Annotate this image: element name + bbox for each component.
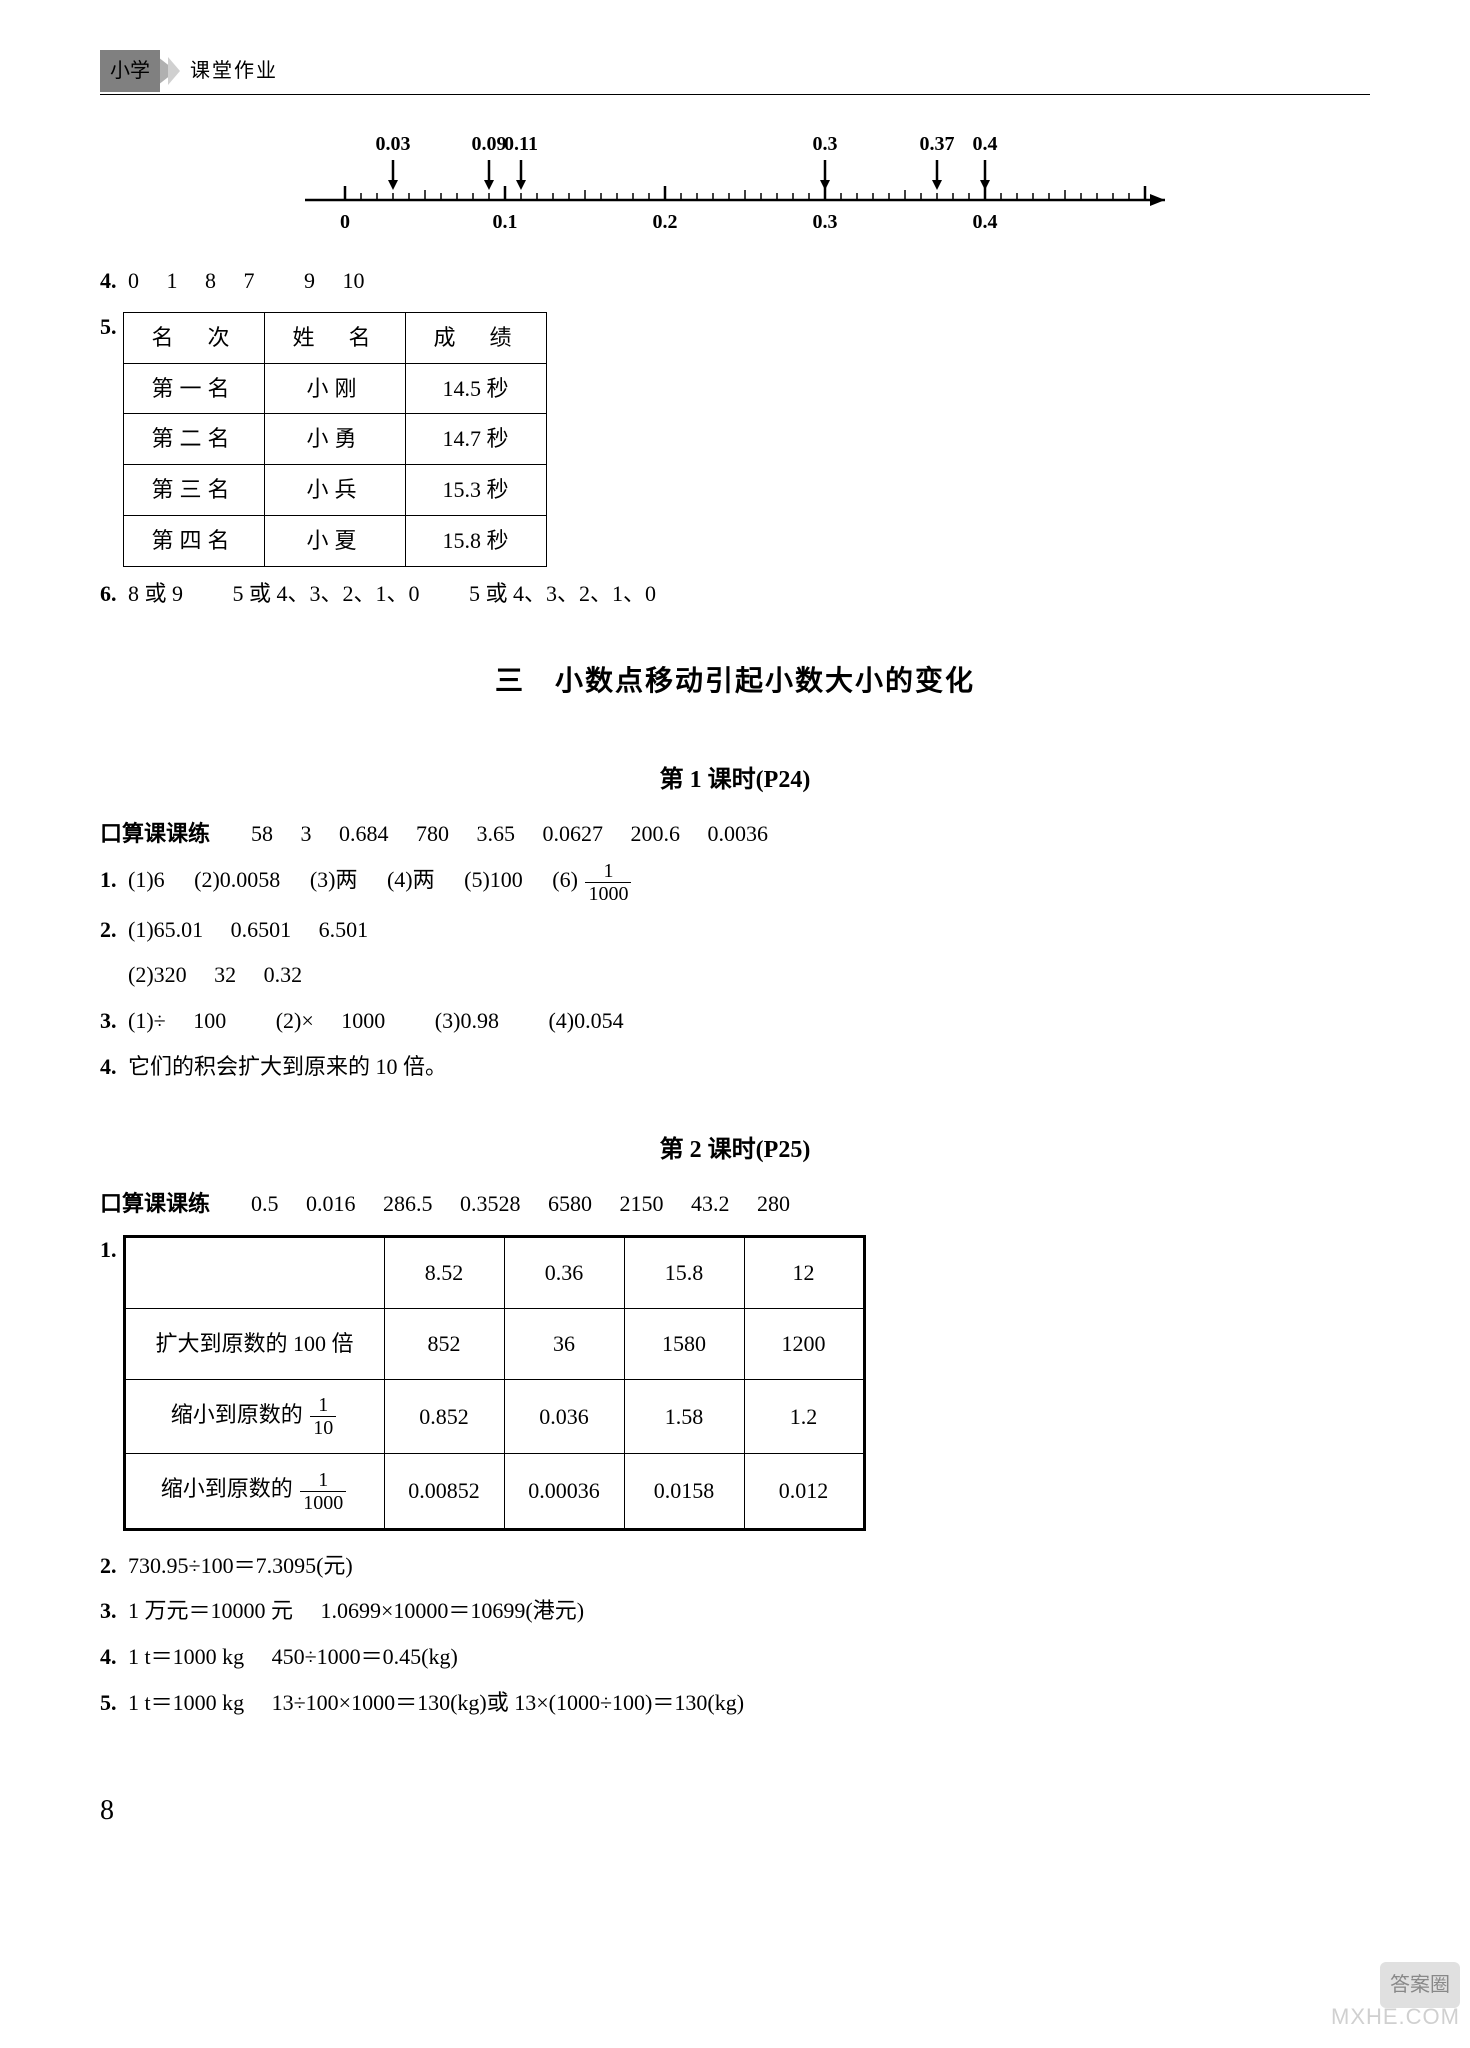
section-title: 三 小数点移动引起小数大小的变化 [100, 655, 1370, 708]
page-header: 小学 课堂作业 [100, 50, 1370, 95]
header-right: 课堂作业 [190, 52, 278, 90]
q-label: 4. [100, 268, 117, 293]
part: (3)两 [310, 867, 358, 892]
answer-row-2: 2. (1)65.01 0.6501 6.501 [100, 909, 1370, 951]
answer-row-2: 2. 730.95÷100＝7.3095(元) [100, 1545, 1370, 1587]
q-label: 2. [100, 917, 117, 942]
q-label: 4. [100, 1054, 117, 1079]
table-row: 8.52 0.36 15.8 12 [124, 1237, 864, 1309]
q-label: 5. [100, 306, 117, 348]
svg-text:0.09: 0.09 [472, 133, 507, 155]
svg-text:0.1: 0.1 [493, 211, 518, 233]
q-value: 730.95÷100＝7.3095(元) [128, 1553, 353, 1578]
number-line-diagram: 0 0.1 0.2 0.3 0.4 0.03 0.090.11 0.3 0.37 0.4 [285, 120, 1185, 250]
kousuan-values: 0.5 0.016 286.5 0.3528 6580 2150 43.2 28… [251, 1191, 790, 1216]
kousuan-label: 口算课课练 [100, 821, 210, 846]
table-row: 扩大到原数的 100 倍 852 36 1580 1200 [124, 1308, 864, 1379]
table-row: 缩小到原数的 1 10 0.852 0.036 1.58 1.2 [124, 1379, 864, 1453]
answer-row-6: 6. 8 或 9 5 或 4、3、2、1、0 5 或 4、3、2、1、0 [100, 573, 1370, 615]
svg-text:0.2: 0.2 [653, 211, 678, 233]
svg-text:0.4: 0.4 [973, 133, 998, 155]
svg-text:0.4: 0.4 [973, 211, 998, 233]
q-value: 1 t＝1000 kg 450÷1000＝0.45(kg) [128, 1644, 458, 1669]
q-label: 5. [100, 1690, 117, 1715]
svg-text:0.11: 0.11 [504, 133, 538, 155]
calc-table: 8.52 0.36 15.8 12 扩大到原数的 100 倍 852 36 15… [123, 1235, 866, 1531]
answer-row-2b: (2)320 32 0.32 [100, 954, 1370, 996]
q-value: 它们的积会扩大到原来的 10 倍。 [128, 1054, 447, 1079]
q-label: 1. [100, 1229, 117, 1271]
kousuan-label: 口算课课练 [100, 1191, 210, 1216]
q-value: 1 万元＝10000 元 1.0699×10000＝10699(港元) [128, 1598, 584, 1623]
q-label: 3. [100, 1008, 117, 1033]
answer-row-3: 3. (1)÷ 100 (2)× 1000 (3)0.98 (4)0.054 [100, 1000, 1370, 1042]
answer-row-1: 1. 8.52 0.36 15.8 12 扩大到原数的 100 倍 852 36… [100, 1229, 1370, 1545]
answer-row-4: 4. 1 t＝1000 kg 450÷1000＝0.45(kg) [100, 1636, 1370, 1678]
kousuan-row: 口算课课练 58 3 0.684 780 3.65 0.0627 200.6 0… [100, 813, 1370, 855]
part: (4)两 [387, 867, 435, 892]
col-header: 成 绩 [405, 312, 546, 363]
kousuan-values: 58 3 0.684 780 3.65 0.0627 200.6 0.0036 [251, 821, 768, 846]
fraction: 1 10 [310, 1394, 336, 1439]
svg-text:0.3: 0.3 [813, 133, 838, 155]
col-header: 名 次 [123, 312, 264, 363]
table-row: 名 次 姓 名 成 绩 [123, 312, 546, 363]
chevron-icon [168, 57, 180, 85]
answer-row-4: 4. 它们的积会扩大到原来的 10 倍。 [100, 1046, 1370, 1088]
q-label: 2. [100, 1553, 117, 1578]
q-label: 4. [100, 1644, 117, 1669]
part: (5)100 [464, 867, 523, 892]
line: (1)65.01 0.6501 6.501 [128, 917, 368, 942]
fraction: 1 1000 [300, 1469, 346, 1514]
header-left: 小学 [100, 50, 160, 92]
svg-text:0.3: 0.3 [813, 211, 838, 233]
part: (1)6 [128, 867, 165, 892]
answer-row-1: 1. (1)6 (2)0.0058 (3)两 (4)两 (5)100 (6) 1… [100, 859, 1370, 904]
line: (2)320 32 0.32 [128, 962, 302, 987]
q-label: 1. [100, 867, 117, 892]
q-value: 1 t＝1000 kg 13÷100×1000＝130(kg)或 13×(100… [128, 1690, 744, 1715]
q-value: 8 或 9 5 或 4、3、2、1、0 5 或 4、3、2、1、0 [128, 581, 656, 606]
answer-row-4: 4. 0 1 8 7 9 10 [100, 260, 1370, 302]
table-row: 缩小到原数的 1 1000 0.00852 0.00036 0.0158 0.0… [124, 1454, 864, 1529]
col-header: 姓 名 [264, 312, 405, 363]
q-label: 3. [100, 1598, 117, 1623]
svg-text:0.37: 0.37 [920, 133, 955, 155]
table-row: 第四名小夏15.8 秒 [123, 515, 546, 566]
page-number: 8 [100, 1784, 1370, 1837]
lesson-title: 第 2 课时(P25) [100, 1128, 1370, 1174]
table-row: 第二名小勇14.7 秒 [123, 414, 546, 465]
kousuan-row: 口算课课练 0.5 0.016 286.5 0.3528 6580 2150 4… [100, 1183, 1370, 1225]
svg-text:0: 0 [340, 211, 350, 233]
table-row: 第三名小兵15.3 秒 [123, 465, 546, 516]
ranking-table: 名 次 姓 名 成 绩 第一名小刚14.5 秒 第二名小勇14.7 秒 第三名小… [123, 312, 547, 567]
fraction: 1 1000 [585, 860, 631, 905]
q-value: (1)÷ 100 (2)× 1000 (3)0.98 (4)0.054 [128, 1008, 624, 1033]
part: (2)0.0058 [194, 867, 280, 892]
part: (6) [552, 867, 578, 892]
lesson-title: 第 1 课时(P24) [100, 758, 1370, 804]
answer-row-5: 5. 名 次 姓 名 成 绩 第一名小刚14.5 秒 第二名小勇14.7 秒 第… [100, 306, 1370, 573]
answer-row-5: 5. 1 t＝1000 kg 13÷100×1000＝130(kg)或 13×(… [100, 1682, 1370, 1724]
table-row: 第一名小刚14.5 秒 [123, 363, 546, 414]
svg-text:0.03: 0.03 [376, 133, 411, 155]
answer-row-3: 3. 1 万元＝10000 元 1.0699×10000＝10699(港元) [100, 1590, 1370, 1632]
q-label: 6. [100, 581, 117, 606]
watermark-url: MXHE.COM [1331, 1996, 1460, 2038]
q-value: 0 1 8 7 9 10 [128, 268, 365, 293]
